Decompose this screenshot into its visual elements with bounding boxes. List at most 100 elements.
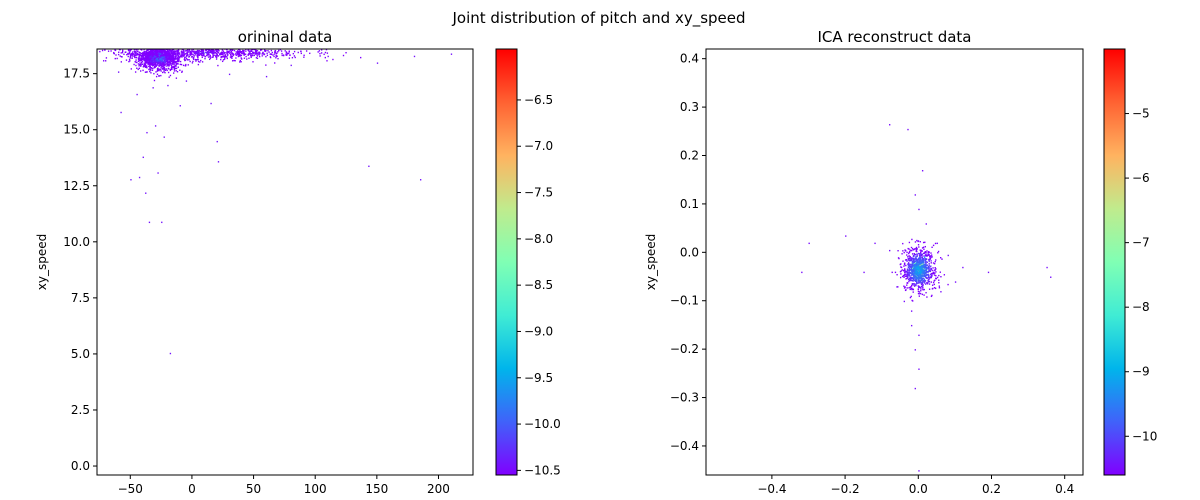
heatmap-cell xyxy=(305,50,308,52)
heatmap-cell xyxy=(150,47,151,48)
heatmap-cell xyxy=(916,268,918,270)
heatmap-cell xyxy=(170,57,173,59)
heatmap-cell xyxy=(159,60,161,63)
heatmap-cell xyxy=(906,269,909,272)
heatmap-cell xyxy=(196,49,199,52)
heatmap-cell xyxy=(927,254,929,256)
heatmap-cell xyxy=(141,57,144,59)
heatmap-cell xyxy=(908,241,911,244)
heatmap-cell xyxy=(161,53,163,55)
heatmap-outlier-cell xyxy=(918,208,920,211)
heatmap-cell xyxy=(162,41,163,42)
heatmap-cell xyxy=(907,275,909,278)
heatmap-cell xyxy=(923,261,925,263)
heatmap-cell xyxy=(916,282,918,285)
heatmap-cell xyxy=(913,264,915,266)
heatmap-cell xyxy=(931,294,933,297)
heatmap-cell xyxy=(148,53,150,56)
heatmap-cell xyxy=(900,266,903,269)
heatmap-cell xyxy=(908,267,911,269)
heatmap-cell xyxy=(209,50,211,52)
heatmap-cell xyxy=(918,262,920,265)
heatmap-cell xyxy=(173,62,175,64)
heatmap-cell xyxy=(252,61,254,63)
heatmap-cell xyxy=(209,51,211,54)
heatmap-cell xyxy=(911,283,913,286)
heatmap-cell xyxy=(910,268,912,270)
heatmap-cell xyxy=(323,53,325,56)
heatmap-cell xyxy=(162,65,165,67)
heatmap-cell xyxy=(160,41,161,42)
heatmap-cell xyxy=(910,279,912,282)
heatmap-cell xyxy=(320,49,323,51)
heatmap-cell xyxy=(148,57,150,60)
heatmap-cell xyxy=(919,249,921,251)
heatmap-cell xyxy=(239,61,241,63)
heatmap-cell xyxy=(168,45,169,46)
heatmap-cell xyxy=(203,47,204,48)
heatmap-cell xyxy=(186,53,188,55)
heatmap-cell xyxy=(154,54,156,56)
heatmap-cell xyxy=(146,71,148,73)
heatmap-cell xyxy=(222,50,224,52)
heatmap-cell xyxy=(130,68,132,70)
heatmap-cell xyxy=(203,53,205,55)
heatmap-cell xyxy=(265,49,267,52)
heatmap-cell xyxy=(163,49,166,52)
heatmap-cell xyxy=(928,254,930,257)
heatmap-cell xyxy=(172,63,174,65)
heatmap-cell xyxy=(912,269,914,272)
heatmap-cell xyxy=(118,49,121,51)
heatmap-outlier-cell xyxy=(918,470,920,472)
y-tick-label: 7.5 xyxy=(71,291,90,305)
heatmap-cell xyxy=(168,49,170,51)
heatmap-cell xyxy=(226,49,228,51)
heatmap-cell xyxy=(931,256,933,258)
heatmap-cell xyxy=(264,50,266,53)
heatmap-cell xyxy=(134,51,136,54)
heatmap-cell xyxy=(155,60,158,62)
heatmap-cell xyxy=(173,61,175,64)
heatmap-cell xyxy=(140,65,142,67)
heatmap-outlier-cell xyxy=(962,266,964,269)
heatmap-cell xyxy=(216,52,218,55)
heatmap-cell xyxy=(156,57,158,60)
heatmap-cell xyxy=(237,52,239,54)
heatmap-cell xyxy=(911,253,914,255)
heatmap-cell xyxy=(143,60,146,62)
heatmap-cell xyxy=(140,58,143,61)
heatmap-cell xyxy=(913,257,915,260)
heatmap-cell xyxy=(199,52,201,55)
heatmap-cell xyxy=(923,248,925,250)
heatmap-cell xyxy=(141,54,144,56)
x-tick-label: −0.4 xyxy=(757,482,786,496)
heatmap-cell xyxy=(900,273,902,275)
heatmap-cell xyxy=(285,54,287,56)
heatmap-cell xyxy=(114,49,116,51)
heatmap-cell xyxy=(913,263,916,265)
heatmap-cell xyxy=(166,60,168,62)
heatmap-cell xyxy=(212,49,214,52)
heatmap-cell xyxy=(914,267,916,269)
heatmap-cell xyxy=(282,54,285,56)
heatmap-outlier-cell xyxy=(925,223,927,225)
heatmap-cell xyxy=(135,56,138,59)
heatmap-cell xyxy=(181,55,183,57)
heatmap-cell xyxy=(275,54,277,57)
heatmap-cell xyxy=(158,69,160,72)
heatmap-cell xyxy=(915,256,917,258)
heatmap-cell xyxy=(247,49,249,51)
heatmap-cell xyxy=(921,250,923,252)
heatmap-cell xyxy=(138,55,141,57)
heatmap-cell xyxy=(200,43,201,44)
heatmap-cell xyxy=(151,46,152,47)
heatmap-outlier-cell xyxy=(954,281,957,283)
x-tick-label: −50 xyxy=(118,482,143,496)
heatmap-cell xyxy=(905,264,907,267)
heatmap-cell xyxy=(176,71,179,73)
heatmap-cell xyxy=(205,51,207,53)
heatmap-cell xyxy=(924,245,926,248)
heatmap-cell xyxy=(186,54,189,56)
heatmap-cell xyxy=(181,71,183,73)
heatmap-cell xyxy=(93,53,94,54)
